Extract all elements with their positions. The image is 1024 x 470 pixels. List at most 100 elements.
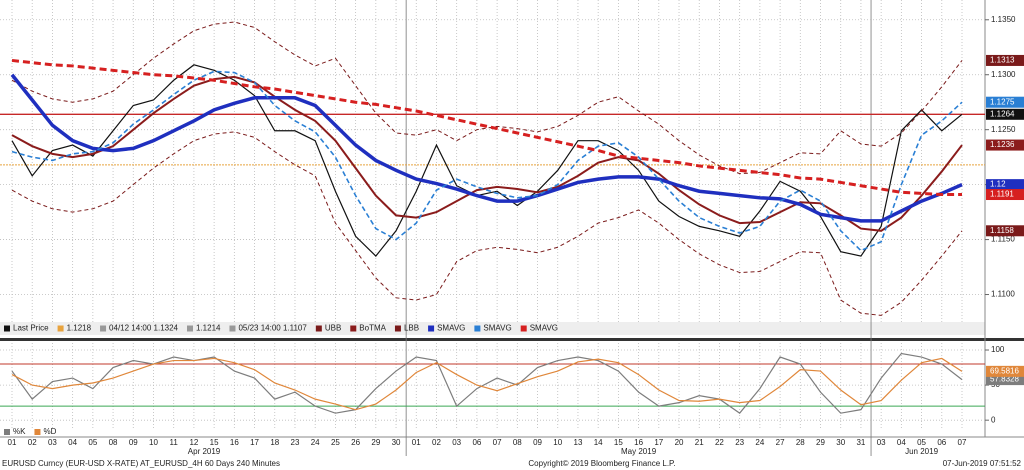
x-tick-label: 31 [856, 438, 865, 447]
x-tick-label: 06 [937, 438, 946, 447]
x-tick-label: 09 [533, 438, 542, 447]
x-tick-label: 26 [351, 438, 360, 447]
legend-label: 04/12 14:00 1.1324 [109, 324, 179, 333]
y-tick-label: 1.1350 [991, 15, 1016, 24]
legend-label: 1.1214 [196, 324, 221, 333]
footer-center: Copyright© 2019 Bloomberg Finance L.P. [528, 459, 675, 468]
legend-label: UBB [325, 324, 341, 333]
x-tick-label: 29 [816, 438, 825, 447]
x-tick-label: 20 [675, 438, 684, 447]
x-tick-label: 22 [715, 438, 724, 447]
value-tag-label: 57.8328 [990, 375, 1019, 384]
x-tick-label: 10 [553, 438, 562, 447]
legend-label: SMAVG [437, 324, 465, 333]
value-tag [986, 189, 1024, 201]
legend-swatch [474, 325, 481, 332]
x-tick-label: 08 [109, 438, 118, 447]
x-tick-label: 21 [695, 438, 704, 447]
x-tick-label: 07 [493, 438, 502, 447]
x-tick-label: 16 [230, 438, 239, 447]
value-tag [986, 179, 1024, 191]
x-tick-label: 24 [755, 438, 764, 447]
legend-swatch [57, 325, 64, 332]
x-tick-label: 05 [88, 438, 97, 447]
y-tick-label: 1.1150 [991, 235, 1015, 244]
value-tag [986, 54, 1024, 66]
y-tick-label: 100 [991, 345, 1005, 354]
series-line [11, 75, 963, 232]
x-tick-label: 29 [371, 438, 380, 447]
footer-right: 07-Jun-2019 07:51:52 [943, 459, 1022, 468]
series-line [11, 357, 963, 411]
series-line [11, 131, 963, 316]
x-tick-label: 17 [654, 438, 663, 447]
series-line [11, 352, 963, 414]
x-tick-label: 25 [331, 438, 340, 447]
legend-swatch [187, 325, 193, 332]
legend-label: 1.1218 [67, 324, 92, 333]
series-line [11, 70, 963, 252]
x-tick-label: 23 [291, 438, 300, 447]
legend-swatch [229, 325, 236, 332]
legend-swatch [4, 429, 10, 435]
value-tag-label: 1.1191 [990, 190, 1014, 199]
series-line [11, 21, 963, 175]
x-tick-label: 27 [776, 438, 785, 447]
value-tag-label: 1.1236 [990, 140, 1015, 149]
x-tick-label: 16 [634, 438, 643, 447]
x-tick-label: 10 [149, 438, 158, 447]
legend-label: LBB [404, 324, 419, 333]
legend-label: 05/23 14:00 1.1107 [238, 324, 307, 333]
x-tick-label: 03 [48, 438, 57, 447]
series-line [10, 73, 963, 223]
y-tick-label: 1.1250 [991, 125, 1016, 134]
month-label: Apr 2019 [188, 447, 221, 456]
x-tick-label: 05 [917, 438, 926, 447]
value-tag-label: 69.5816 [990, 366, 1019, 375]
x-tick-label: 02 [432, 438, 441, 447]
legend-swatch [100, 325, 107, 332]
x-tick-label: 15 [614, 438, 623, 447]
legend-swatch [394, 325, 401, 332]
legend-swatch [350, 325, 357, 332]
legend-swatch [4, 325, 10, 332]
x-tick-label: 01 [8, 438, 17, 447]
x-tick-label: 03 [452, 438, 461, 447]
legend-swatch [428, 325, 435, 332]
x-tick-label: 07 [958, 438, 967, 447]
value-tag [986, 139, 1024, 151]
x-tick-label: 08 [513, 438, 522, 447]
y-tick-label: 1.1300 [991, 70, 1016, 79]
legend-bar [0, 322, 985, 335]
x-tick-label: 11 [170, 438, 179, 447]
series-line [11, 64, 963, 257]
x-tick-label: 04 [897, 438, 906, 447]
y-tick-label: 1.1100 [991, 290, 1015, 299]
legend-label: SMAVG [483, 324, 511, 333]
x-tick-label: 18 [270, 438, 279, 447]
value-tag-label: 1.1158 [990, 226, 1014, 235]
x-tick-label: 30 [836, 438, 845, 447]
series-line [11, 58, 962, 197]
legend-label: SMAVG [530, 324, 558, 333]
value-tag [986, 374, 1024, 386]
x-tick-label: 15 [210, 438, 219, 447]
value-tag-label: 1.1313 [990, 56, 1015, 65]
x-tick-label: 30 [392, 438, 401, 447]
value-tag-label: 1.1275 [990, 97, 1015, 106]
x-tick-label: 13 [574, 438, 583, 447]
x-tick-label: 17 [250, 438, 259, 447]
x-tick-label: 09 [129, 438, 138, 447]
y-tick-label: 0 [991, 415, 996, 424]
month-label: Jun 2019 [905, 447, 938, 456]
x-tick-label: 01 [412, 438, 421, 447]
x-tick-label: 04 [68, 438, 77, 447]
footer-left: EURUSD Curncy (EUR-USD X-RATE) AT_EURUSD… [2, 459, 280, 468]
x-tick-label: 06 [472, 438, 481, 447]
legend-swatch [520, 325, 527, 332]
x-tick-label: 02 [28, 438, 37, 447]
panel-separator [0, 338, 1024, 341]
x-tick-label: 28 [796, 438, 805, 447]
